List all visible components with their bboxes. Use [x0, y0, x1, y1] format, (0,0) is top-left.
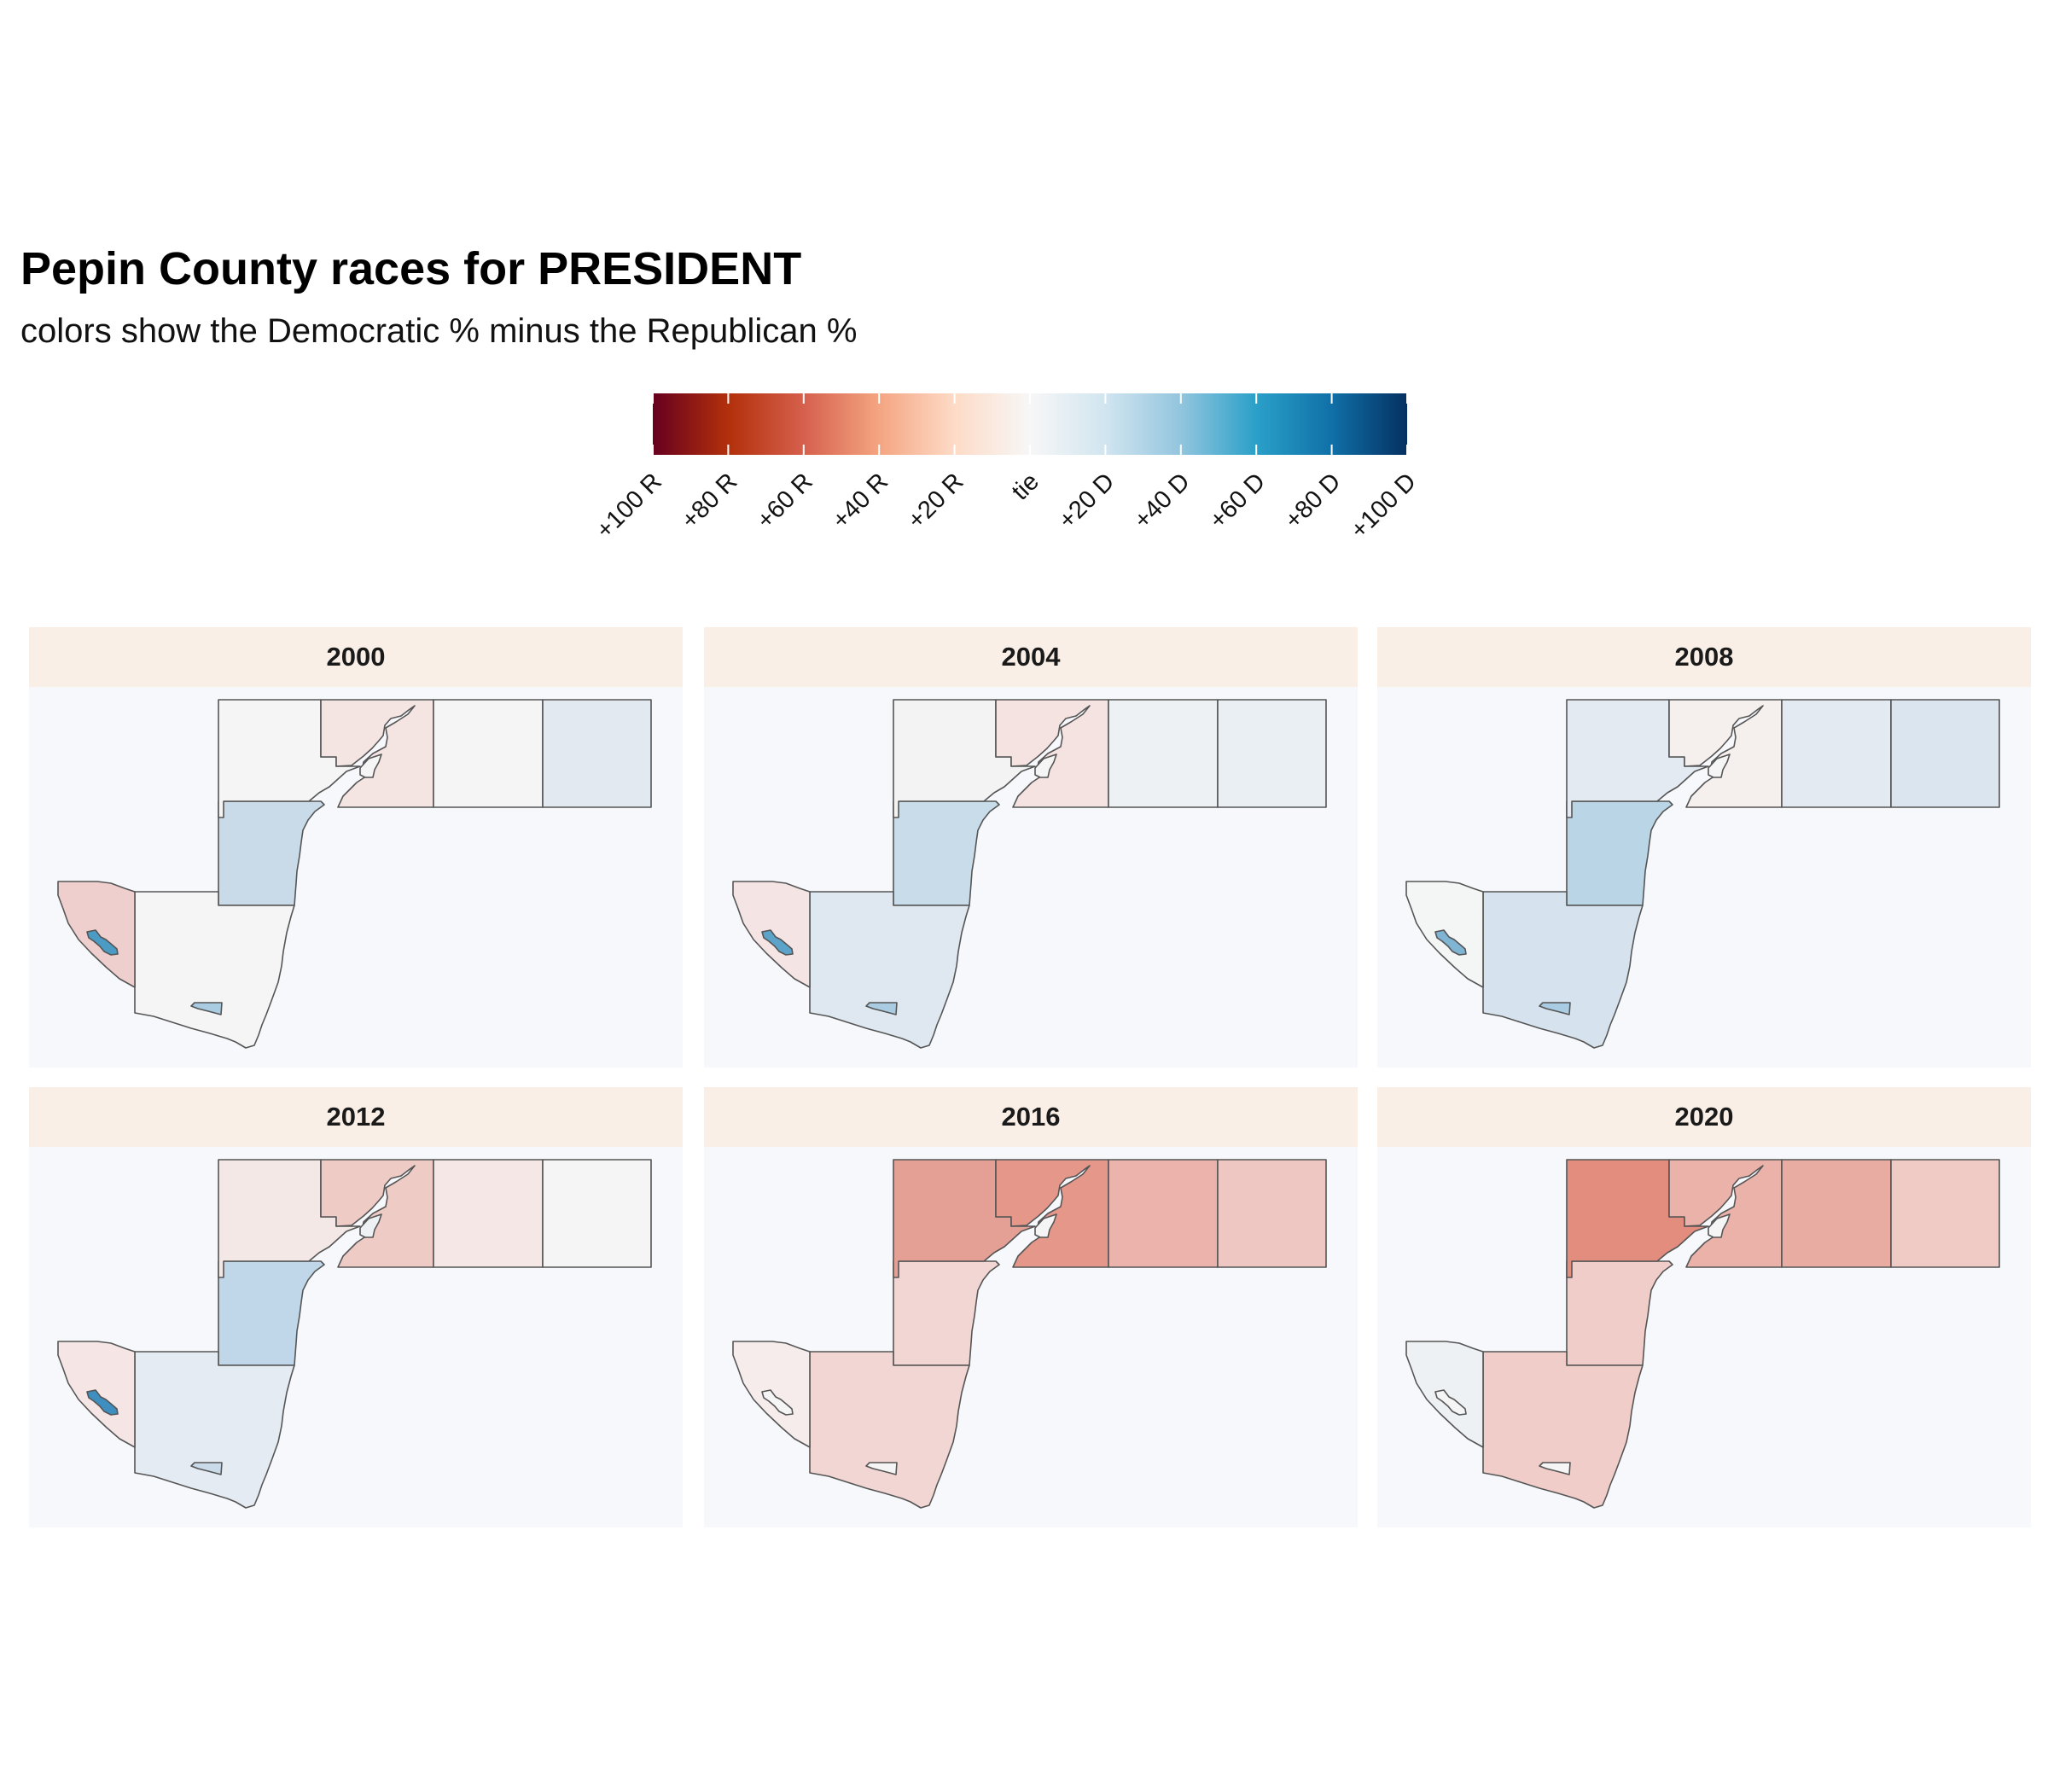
municipality-north-central[interactable]: [1668, 1159, 1783, 1268]
chart-subtitle: colors show the Democratic % minus the R…: [20, 312, 858, 350]
municipality-north-east-1[interactable]: [1781, 1159, 1892, 1268]
municipality-north-east-2[interactable]: [1217, 699, 1327, 808]
panel-year-label: 2020: [1674, 1102, 1734, 1132]
legend-tick-label: +100 D: [1346, 468, 1422, 544]
municipality-south-west-village[interactable]: [761, 929, 794, 956]
municipality-pepin-village-top[interactable]: [1034, 753, 1057, 778]
municipality-south-west-village[interactable]: [86, 1389, 119, 1416]
county-map: [57, 699, 652, 1049]
municipality-durand-city[interactable]: [190, 1002, 223, 1015]
municipality-north-east-1[interactable]: [1108, 1159, 1219, 1268]
panel-header: 2008: [1377, 627, 2031, 687]
county-map: [1405, 1159, 2000, 1509]
municipality-pepin-village-top[interactable]: [1708, 1213, 1731, 1238]
municipality-north-east-1[interactable]: [433, 699, 544, 808]
map-panel: 2000: [29, 627, 683, 1085]
legend-tick-label: +80 D: [1280, 468, 1347, 534]
municipality-south-west-village[interactable]: [86, 929, 119, 956]
municipality-pepin-village-top[interactable]: [359, 753, 382, 778]
county-map: [1405, 699, 2000, 1049]
panel-year-label: 2008: [1674, 642, 1734, 672]
municipality-south-central[interactable]: [1482, 891, 1644, 1049]
panel-year-label: 2000: [326, 642, 386, 672]
county-map: [732, 1159, 1327, 1509]
legend-tick-label: +60 D: [1204, 468, 1271, 534]
panel-header: 2016: [704, 1087, 1358, 1147]
municipality-north-east-2[interactable]: [1890, 699, 2000, 808]
municipality-north-east-2[interactable]: [1890, 1159, 2000, 1268]
municipality-north-east-2[interactable]: [542, 699, 652, 808]
municipality-south-west-village[interactable]: [1434, 1389, 1467, 1416]
map-plot-area: [29, 1147, 683, 1527]
map-panel: 2008: [1377, 627, 2031, 1085]
municipality-pepin-village-top[interactable]: [1708, 753, 1731, 778]
legend-tick-label: +60 R: [752, 468, 818, 534]
municipality-south-central[interactable]: [1482, 1351, 1644, 1509]
panel-year-label: 2016: [1001, 1102, 1061, 1132]
municipality-south-central[interactable]: [134, 1351, 295, 1509]
municipality-north-central[interactable]: [995, 1159, 1109, 1268]
municipality-north-east-2[interactable]: [542, 1159, 652, 1268]
municipality-north-central[interactable]: [320, 1159, 434, 1268]
municipality-central-west[interactable]: [1566, 1260, 1673, 1366]
map-panel: 2004: [704, 627, 1358, 1085]
municipality-durand-city[interactable]: [1539, 1462, 1571, 1475]
municipality-central-west[interactable]: [1566, 800, 1673, 906]
municipality-central-west[interactable]: [218, 1260, 325, 1366]
panel-year-label: 2004: [1001, 642, 1061, 672]
municipality-durand-city[interactable]: [865, 1002, 898, 1015]
municipality-durand-city[interactable]: [190, 1462, 223, 1475]
legend-tick-label: +80 R: [676, 468, 742, 534]
map-plot-area: [1377, 687, 2031, 1068]
municipality-south-central[interactable]: [134, 891, 295, 1049]
map-plot-area: [704, 1147, 1358, 1527]
panel-year-label: 2012: [326, 1102, 386, 1132]
municipality-durand-city[interactable]: [865, 1462, 898, 1475]
map-plot-area: [29, 687, 683, 1068]
municipality-central-west[interactable]: [218, 800, 325, 906]
municipality-south-west-village[interactable]: [761, 1389, 794, 1416]
municipality-south-west-village[interactable]: [1434, 929, 1467, 956]
legend-tick-label: +100 R: [591, 468, 667, 544]
map-panel: 2012: [29, 1087, 683, 1545]
panel-header: 2012: [29, 1087, 683, 1147]
municipality-north-east-1[interactable]: [1781, 699, 1892, 808]
legend-tick-label: +40 R: [827, 468, 893, 534]
municipality-north-east-1[interactable]: [1108, 699, 1219, 808]
panel-header: 2004: [704, 627, 1358, 687]
map-panel: 2016: [704, 1087, 1358, 1545]
panel-header: 2000: [29, 627, 683, 687]
map-plot-area: [1377, 1147, 2031, 1527]
municipality-north-central[interactable]: [320, 699, 434, 808]
municipality-south-central[interactable]: [809, 891, 970, 1049]
municipality-pepin-village-top[interactable]: [359, 1213, 382, 1238]
legend-tick-label: +20 R: [903, 468, 969, 534]
municipality-north-east-2[interactable]: [1217, 1159, 1327, 1268]
municipality-pepin-village-top[interactable]: [1034, 1213, 1057, 1238]
chart-title: Pepin County races for PRESIDENT: [20, 243, 802, 294]
county-map: [732, 699, 1327, 1049]
municipality-north-east-1[interactable]: [433, 1159, 544, 1268]
legend-tick-label: +20 D: [1053, 468, 1120, 534]
municipality-durand-city[interactable]: [1539, 1002, 1571, 1015]
municipality-north-central[interactable]: [995, 699, 1109, 808]
municipality-central-west[interactable]: [893, 1260, 1000, 1366]
map-plot-area: [704, 687, 1358, 1068]
legend-tick-label: +40 D: [1129, 468, 1196, 534]
municipality-central-west[interactable]: [893, 800, 1000, 906]
panel-header: 2020: [1377, 1087, 2031, 1147]
municipality-north-central[interactable]: [1668, 699, 1783, 808]
legend-tick-label: tie: [1007, 468, 1044, 505]
map-panel: 2020: [1377, 1087, 2031, 1545]
municipality-south-central[interactable]: [809, 1351, 970, 1509]
county-map: [57, 1159, 652, 1509]
